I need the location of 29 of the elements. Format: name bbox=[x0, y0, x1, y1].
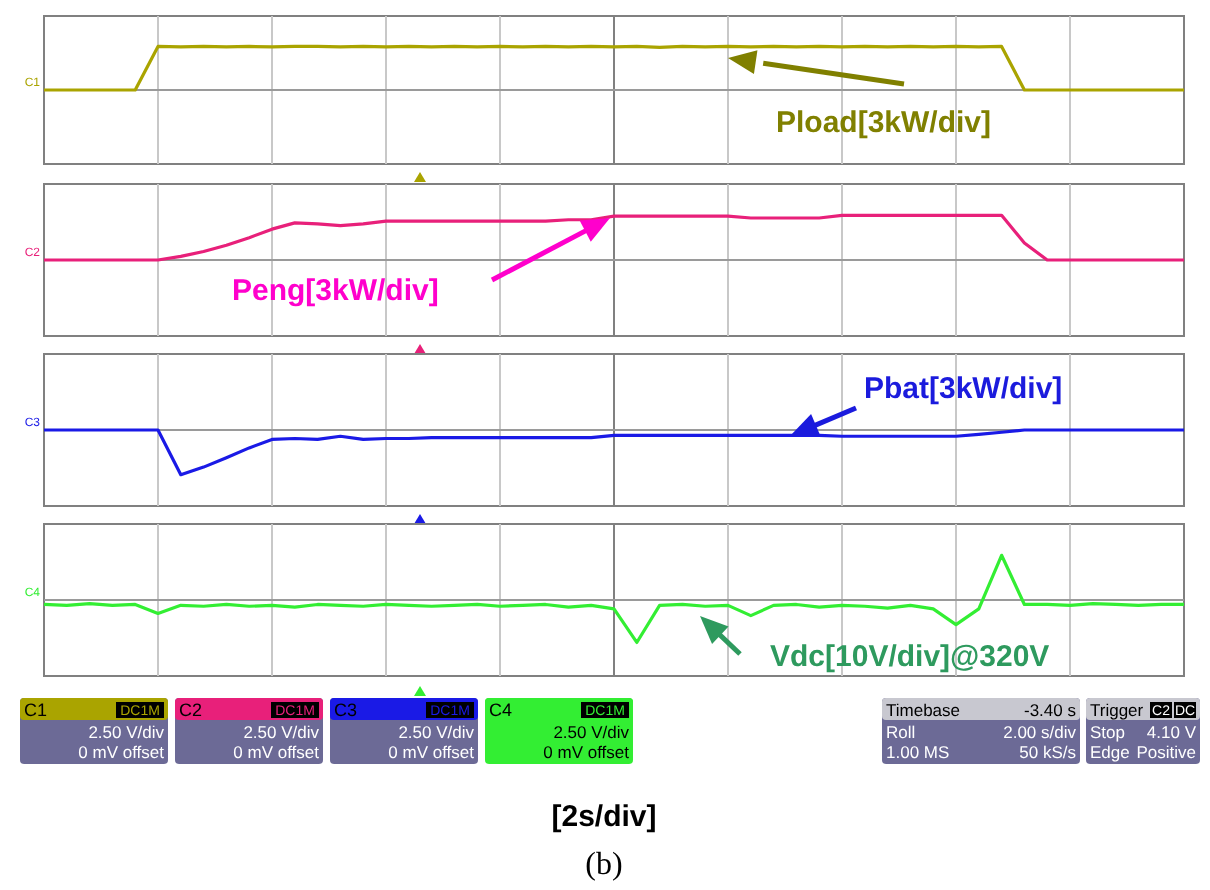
text: [2s/div] bbox=[551, 800, 657, 834]
text: Peng[3kW/div] bbox=[232, 274, 439, 308]
text: Pload[3kW/div] bbox=[776, 106, 992, 140]
text: 0 mV offset bbox=[388, 742, 476, 762]
text: 0 mV offset bbox=[543, 742, 631, 762]
text: Positive bbox=[1136, 742, 1197, 762]
text: 0 mV offset bbox=[233, 742, 321, 762]
text: 0 mV offset bbox=[78, 742, 166, 762]
text: 2.50 V/div bbox=[398, 722, 476, 742]
text: 2.50 V/div bbox=[88, 722, 166, 742]
text: C4 bbox=[489, 700, 513, 720]
text: 2.50 V/div bbox=[243, 722, 321, 742]
text: Stop bbox=[1090, 722, 1126, 742]
text: Trigger bbox=[1090, 700, 1144, 720]
text: Edge bbox=[1090, 742, 1131, 762]
text: 50 kS/s bbox=[1019, 742, 1076, 762]
text: 1.00 MS bbox=[886, 742, 950, 762]
text: 2.50 V/div bbox=[553, 722, 631, 742]
text: C2 bbox=[179, 700, 203, 720]
text: -3.40 s bbox=[1024, 700, 1076, 720]
text: 2.00 s/div bbox=[1003, 722, 1078, 742]
text: Pbat[3kW/div] bbox=[864, 372, 1063, 406]
text: 4.10 V bbox=[1146, 722, 1197, 742]
annotation: Vdc[10V/div]@320V bbox=[770, 640, 1050, 674]
text: Roll bbox=[886, 722, 916, 742]
text: C3 bbox=[334, 700, 358, 720]
text: Timebase bbox=[886, 700, 961, 720]
text: (b) bbox=[585, 848, 623, 882]
text: C1 bbox=[24, 700, 48, 720]
